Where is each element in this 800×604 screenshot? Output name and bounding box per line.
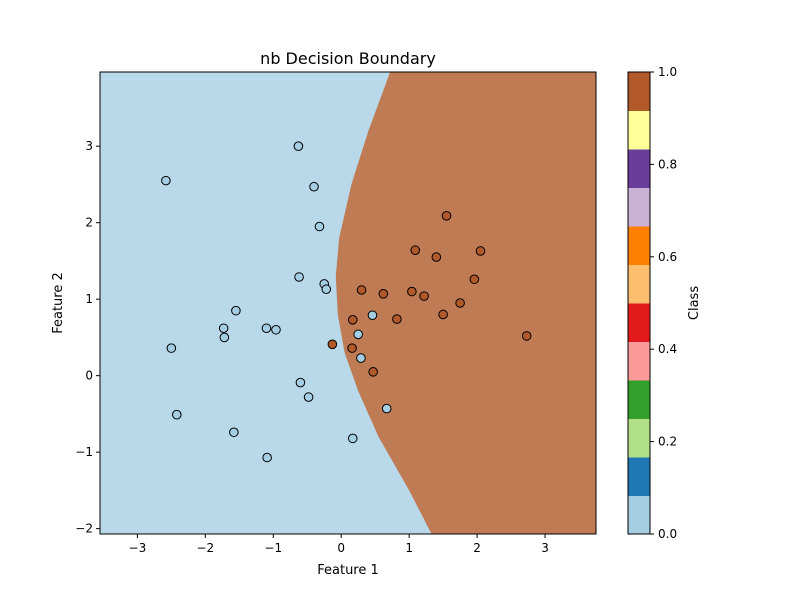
- data-point-19: [347, 433, 358, 444]
- colorbar-segment-2: [628, 418, 650, 458]
- data-point-10: [219, 332, 230, 343]
- data-point-23: [356, 353, 366, 363]
- colorbar: 0.0 0.2 0.4 0.6 0.8 1.0: [627, 65, 677, 541]
- colorbar-frame: [627, 71, 651, 535]
- data-point-26: [431, 252, 442, 262]
- data-point-15: [303, 392, 314, 402]
- region-class-1: [335, 72, 596, 534]
- colorbar-segment-4: [628, 341, 650, 381]
- data-point-35: [392, 314, 402, 324]
- x-tick-label-2: −1: [264, 541, 282, 555]
- colorbar-segment-3: [628, 380, 650, 419]
- colorbar-segment-10: [628, 110, 650, 150]
- y-tick-label-0: −2: [75, 522, 93, 536]
- data-point-8: [231, 305, 241, 316]
- data-point-14: [295, 377, 306, 388]
- y-tick-label-5: 3: [85, 139, 93, 153]
- data-point-39: [368, 367, 378, 377]
- data-point-7: [321, 284, 332, 295]
- colorbar-segment-8: [628, 187, 650, 227]
- x-tick-label-1: −2: [196, 541, 214, 555]
- data-point-16: [171, 409, 182, 420]
- data-point-30: [378, 289, 389, 299]
- colorbar-tick-label-5: 1.0: [658, 65, 677, 79]
- data-point-22: [367, 310, 378, 321]
- data-point-3: [309, 181, 319, 192]
- data-point-24: [441, 211, 452, 221]
- colorbar-segment-1: [628, 457, 650, 496]
- data-point-40: [521, 331, 532, 341]
- data-point-33: [455, 298, 465, 308]
- colorbar-segment-6: [628, 264, 650, 304]
- data-point-32: [419, 291, 429, 301]
- y-tick-label-3: 1: [85, 292, 93, 306]
- data-point-17: [229, 427, 239, 438]
- y-tick-label-4: 2: [85, 216, 93, 230]
- data-point-13: [166, 343, 177, 353]
- data-point-1: [161, 175, 171, 186]
- colorbar-segment-7: [628, 226, 650, 265]
- colorbar-tick-label-2: 0.4: [658, 342, 677, 356]
- data-point-31: [407, 286, 417, 297]
- x-tick-label-6: 3: [541, 541, 549, 555]
- data-point-38: [347, 343, 357, 353]
- y-tick-label-2: 0: [85, 369, 93, 383]
- y-tick-label-1: −1: [75, 445, 93, 459]
- data-point-18: [262, 452, 272, 463]
- data-point-9: [218, 323, 229, 334]
- x-axis-label: Feature 1: [317, 563, 379, 578]
- data-point-28: [469, 274, 480, 285]
- data-point-34: [438, 309, 448, 320]
- data-point-11: [261, 323, 272, 334]
- y-axis: −2 −1 0 1 2 3: [75, 139, 100, 536]
- data-point-25: [410, 245, 421, 256]
- x-tick-label-3: 0: [337, 541, 345, 555]
- y-axis-label: Feature 2: [51, 272, 66, 334]
- data-point-21: [353, 329, 363, 340]
- plot-frame: [99, 71, 597, 535]
- x-tick-label-4: 1: [405, 541, 413, 555]
- colorbar-tick-label-1: 0.2: [658, 435, 677, 449]
- colorbar-segment-0: [628, 495, 650, 535]
- data-point-29: [356, 285, 367, 295]
- data-point-4: [314, 221, 325, 232]
- plot-area: [100, 72, 596, 534]
- x-axis: −3 −2 −1 0 1 2 3: [129, 534, 549, 555]
- colorbar-segment-11: [628, 72, 650, 111]
- x-tick-label-5: 2: [473, 541, 481, 555]
- colorbar-segment-5: [628, 303, 650, 342]
- x-tick-label-0: −3: [129, 541, 147, 555]
- data-point-2: [293, 141, 304, 151]
- colorbar-segment-9: [628, 149, 650, 188]
- colorbar-label: Class: [687, 286, 702, 320]
- colorbar-tick-label-3: 0.6: [658, 250, 677, 264]
- data-point-5: [294, 272, 304, 282]
- colorbar-tick-label-0: 0.0: [658, 527, 677, 541]
- data-point-20: [381, 403, 392, 414]
- data-point-36: [347, 315, 358, 325]
- colorbar-tick-label-4: 0.8: [658, 157, 677, 171]
- data-point-27: [475, 246, 486, 256]
- data-point-12: [271, 324, 281, 335]
- chart-title: nb Decision Boundary: [260, 49, 436, 68]
- data-point-37: [327, 339, 338, 350]
